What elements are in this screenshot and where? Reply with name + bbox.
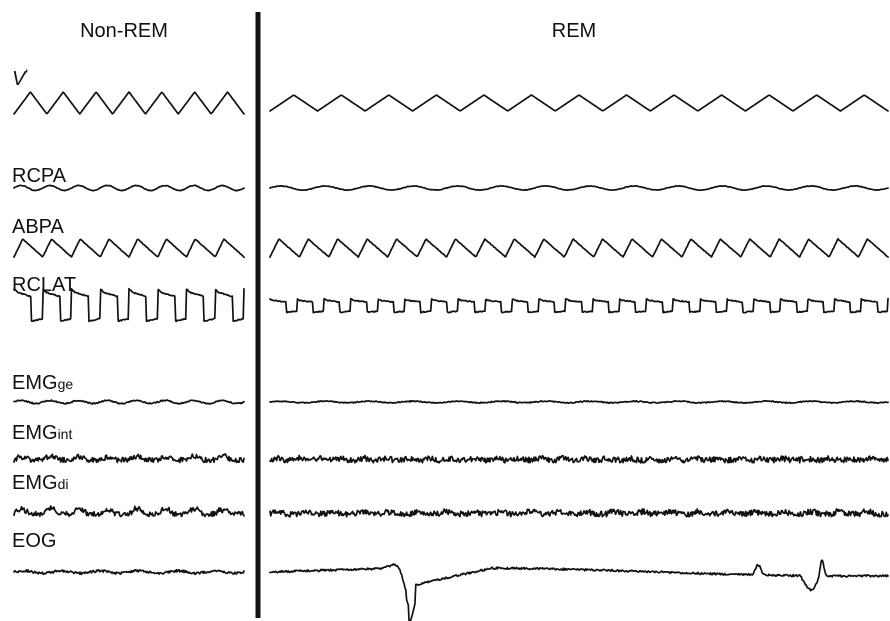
trace-emgint-rem [269,454,889,464]
trace-emgint-nrem [13,453,245,464]
trace-rcpa-nrem [13,184,245,192]
channel-label-rclat: RCLAT [12,274,76,296]
trace-v-rem [269,94,889,112]
panel-title-nrem: Non-REM [80,20,168,42]
trace-emgge-rem [269,399,889,405]
channel-labels: V' RCPA ABPA RCLAT EMGge EMGint EMGdi EOG [12,66,76,552]
channel-label-emgge: EMGge [12,372,73,394]
channel-label-abpa: ABPA [12,216,65,238]
channel-label-rcpa: RCPA [12,165,67,187]
trace-emgge-nrem [13,399,245,405]
trace-abpa-rem [269,237,889,259]
trace-rclat-rem [269,297,889,314]
channel-label-v: V' [12,66,28,90]
trace-rclat-nrem [13,287,245,323]
panel-title-rem: REM [552,20,596,42]
channel-label-emgdi: EMGdi [12,472,68,494]
trace-v-nrem [13,91,245,115]
trace-eog-nrem [13,568,245,576]
channel-label-emgint: EMGint [12,422,72,444]
trace-abpa-nrem [13,238,245,259]
trace-eog-rem [269,559,889,621]
trace-emgdi-nrem [13,505,245,518]
channel-traces [13,91,889,621]
channel-label-eog: EOG [12,530,56,552]
trace-emgdi-rem [269,508,889,518]
trace-rcpa-rem [269,184,889,192]
